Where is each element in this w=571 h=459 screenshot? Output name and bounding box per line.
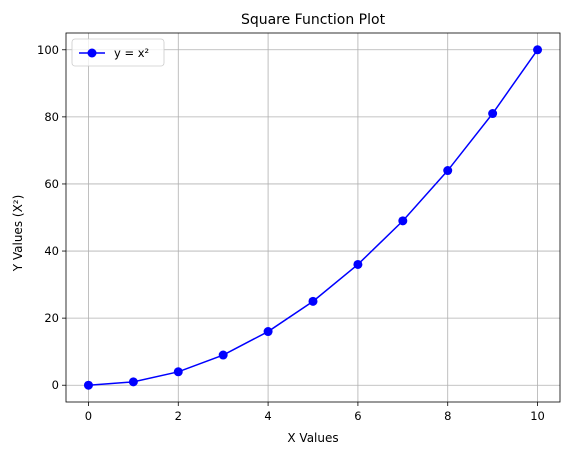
legend-box xyxy=(71,38,165,67)
y-tick-label: 100 xyxy=(37,43,59,57)
data-point xyxy=(353,259,363,269)
data-point xyxy=(83,380,93,390)
data-point xyxy=(533,45,543,55)
data-point xyxy=(263,327,273,337)
data-point xyxy=(308,296,318,306)
y-tick-label: 20 xyxy=(44,311,59,325)
grid xyxy=(66,33,560,402)
data-point xyxy=(398,216,408,226)
plot-frame xyxy=(65,32,561,403)
data-point xyxy=(173,367,183,377)
y-tick-label: 40 xyxy=(44,244,59,258)
x-tick-label: 0 xyxy=(85,409,92,423)
x-tick-label: 6 xyxy=(354,409,361,423)
x-tick-label: 10 xyxy=(530,409,545,423)
x-tick-label: 8 xyxy=(444,409,451,423)
y-tick-label: 80 xyxy=(44,110,59,124)
chart-title: Square Function Plot xyxy=(241,12,386,28)
x-tick-label: 4 xyxy=(264,409,271,423)
data-point xyxy=(443,166,453,176)
data-point xyxy=(218,350,228,360)
y-axis-label: Y Values (X²) xyxy=(11,195,25,273)
data-point xyxy=(128,377,138,387)
x-tick-label: 2 xyxy=(175,409,182,423)
series-layer xyxy=(83,45,543,390)
legend-label: y = x² xyxy=(114,46,149,60)
data-point xyxy=(488,109,498,119)
y-tick-label: 60 xyxy=(44,177,59,191)
x-axis-label: X Values xyxy=(287,431,338,445)
legend-marker xyxy=(87,48,97,58)
y-tick-label: 0 xyxy=(52,378,59,392)
legend: y = x² xyxy=(71,38,165,67)
